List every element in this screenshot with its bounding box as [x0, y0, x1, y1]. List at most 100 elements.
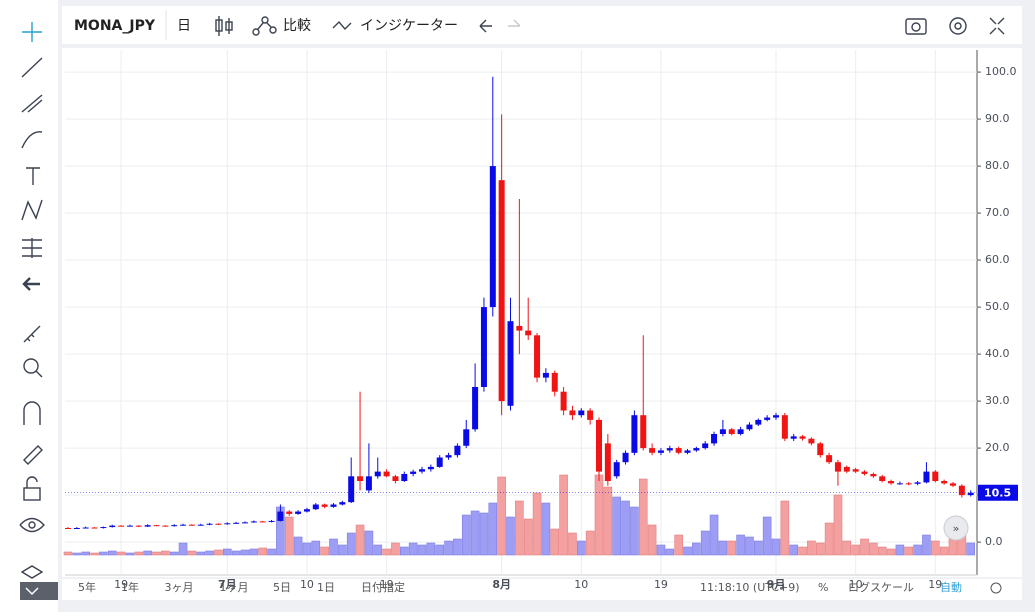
camera[interactable]	[905, 18, 927, 35]
volume-bar	[205, 550, 214, 556]
volume-bar	[559, 474, 568, 556]
candle-body	[640, 415, 647, 449]
volume-bar	[435, 544, 445, 556]
candle-body	[277, 511, 284, 521]
scroll-button[interactable]	[943, 515, 969, 541]
candle-icon[interactable]	[215, 16, 233, 36]
drawing-tools[interactable]	[19, 22, 45, 579]
range-button[interactable]: 5年	[78, 580, 96, 594]
log-scale[interactable]: ログスケール	[848, 580, 914, 594]
volume-bar	[718, 540, 728, 556]
volume-bar	[877, 546, 887, 556]
candle-body	[180, 524, 187, 526]
indicators[interactable]: インジケーター	[360, 18, 458, 34]
volume-bar	[647, 524, 657, 556]
x-tick-label: 19	[114, 578, 128, 591]
volume-bar	[107, 550, 117, 556]
volume-bar	[90, 552, 99, 556]
x-tick-label: 10	[574, 578, 588, 591]
candle-body	[498, 180, 505, 402]
volume-bar	[807, 540, 816, 556]
volume-bar	[550, 528, 560, 556]
range-button[interactable]: 1日	[317, 581, 335, 594]
collapse-button[interactable]	[20, 582, 58, 600]
candle-body	[188, 524, 195, 526]
volume-bar	[417, 544, 427, 556]
fullscreen[interactable]	[989, 17, 1005, 35]
candle-body	[525, 330, 532, 336]
volume-bar	[364, 530, 374, 556]
volume-bar	[656, 544, 666, 556]
candle-body	[578, 410, 585, 416]
volume-bar	[762, 516, 772, 556]
volume-bar	[692, 542, 701, 556]
candle-body	[357, 476, 364, 481]
volume-bar	[851, 544, 860, 556]
candle-body	[569, 410, 576, 416]
volume-bar	[249, 548, 259, 556]
percent[interactable]: %	[818, 581, 828, 594]
candle-body	[967, 492, 974, 496]
range-button[interactable]: 1ヶ月	[220, 581, 249, 594]
bottom-bar: 5年 1年 3ヶ月 1ヶ月 5日 1日 日付指定 11:18:10 (UTC+9)% ログスケー…	[78, 580, 1002, 594]
volume-bar	[338, 544, 347, 556]
volume-bar	[638, 478, 648, 556]
redo[interactable]	[508, 19, 521, 27]
candle-body	[684, 450, 691, 453]
volume-bar	[196, 551, 206, 556]
compare[interactable]: 比較	[283, 18, 311, 34]
candle-body	[445, 455, 452, 458]
range-button[interactable]: 5日	[273, 581, 291, 594]
y-tick-label: 100.0	[985, 65, 1017, 78]
volume-bar	[683, 546, 692, 556]
volume-bar	[603, 486, 613, 556]
candle-body	[826, 455, 833, 463]
y-tick-label: 30.0	[985, 394, 1010, 407]
volume-bar	[745, 536, 754, 556]
volume-bar	[284, 516, 294, 556]
candle-body	[622, 452, 629, 463]
candle-body	[542, 372, 549, 378]
volume-bar	[382, 548, 391, 556]
candle-body	[312, 504, 319, 510]
candle-body	[401, 473, 408, 481]
volume-bar	[399, 546, 409, 556]
indicator-icon[interactable]	[332, 20, 352, 31]
undo[interactable]	[479, 19, 492, 33]
volume-bar	[143, 550, 152, 556]
candle-body	[941, 480, 948, 484]
candle-body	[719, 429, 726, 434]
candle-body	[109, 525, 116, 528]
candle-body	[746, 424, 753, 430]
volume-bar	[444, 540, 453, 556]
range-button[interactable]: 1年	[121, 580, 139, 594]
y-tick-label: 70.0	[985, 206, 1010, 219]
candle-body	[215, 523, 222, 525]
range-button[interactable]: 3ヶ月	[165, 581, 194, 594]
last-price-label: 10.5	[984, 487, 1011, 500]
scroll-icon: »	[953, 522, 960, 535]
candle-body	[489, 166, 496, 308]
candle-body	[410, 471, 417, 474]
candle-body	[135, 525, 142, 527]
y-tick-label: 20.0	[985, 441, 1010, 454]
volume-bar	[293, 536, 303, 556]
settings-center	[954, 22, 962, 30]
range-button[interactable]: 日付指定	[361, 580, 405, 594]
volume-bar	[311, 540, 321, 556]
candle-body	[171, 525, 178, 527]
candle-body	[551, 372, 558, 392]
volume-bar	[594, 474, 604, 556]
settings[interactable]	[949, 17, 967, 35]
x-tick-label: 19	[380, 578, 394, 591]
volume-bar	[674, 534, 683, 556]
auto[interactable]: 自動	[940, 580, 962, 594]
candle-body	[197, 524, 204, 526]
candle-body	[587, 410, 594, 420]
interval[interactable]: 日	[177, 18, 191, 34]
x-tick-label: 7月	[218, 578, 237, 591]
compare-icon[interactable]	[252, 16, 277, 36]
symbol[interactable]: MONA_JPY	[74, 18, 156, 34]
bottom-settings[interactable]	[990, 582, 1002, 594]
candle-body	[436, 457, 443, 467]
